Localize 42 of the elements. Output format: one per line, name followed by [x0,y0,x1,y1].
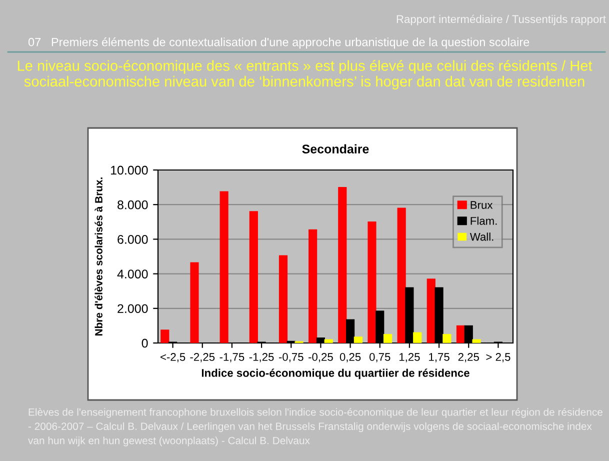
chart-subtitle: Le niveau socio-économique des « entrants » est plus élevé que celui des résidents / Het sociaal-economische niveau van de ‘binnenkomers’ is hoger dan dat van de residenten [18,60,592,90]
y-tick-label: 8.000 [118,200,148,210]
y-tick-label: 6.000 [118,235,148,244]
text: 07 Premiers éléments de contextualisation d'une approche urbanistique de la question scolaire [28,37,530,49]
bar [397,208,406,343]
bar [413,332,422,343]
x-tick-label: 1,25 [399,353,420,362]
bar [308,229,318,343]
x-tick-label: 2,25 [458,353,479,362]
bar [249,211,258,343]
x-tick-label: -0,25 [308,353,333,362]
y-axis-title: Nbre d'élèves scolarisés à Brux. [94,178,102,336]
legend-label: Flam. [470,216,497,225]
x-tick-label: 1,75 [429,353,450,362]
x-tick-label: <-2,5 [160,353,186,362]
y-tick-label: 2.000 [118,304,148,314]
bar [338,186,347,343]
x-axis-title: Indice socio-économique du quartiier de résidence [202,368,470,380]
bar [220,191,228,343]
x-tick-label: -2,25 [190,353,215,362]
bar [383,334,392,343]
bar [442,334,452,343]
bar [456,325,466,343]
bar [278,255,288,343]
y-tick-label: 0 [142,338,148,348]
bar [160,330,170,343]
bar [354,336,362,343]
chart-title: Secondaire [302,144,369,154]
bar [368,222,376,343]
x-tick-label: > 2,5 [486,353,510,362]
bar [472,339,481,343]
legend-label: Brux [470,201,493,209]
bar [190,262,199,343]
bar [324,339,333,343]
y-tick-label: 4.000 [117,270,148,278]
x-tick-label: -1,75 [220,353,244,362]
x-tick-label: 0,25 [340,353,361,362]
x-tick-label: 0,75 [369,353,390,362]
y-tick-label: 10.000 [111,166,148,175]
x-tick-label: -1,25 [249,353,274,362]
x-tick-label: -0,75 [278,353,304,362]
legend-label: Wall. [470,232,494,241]
